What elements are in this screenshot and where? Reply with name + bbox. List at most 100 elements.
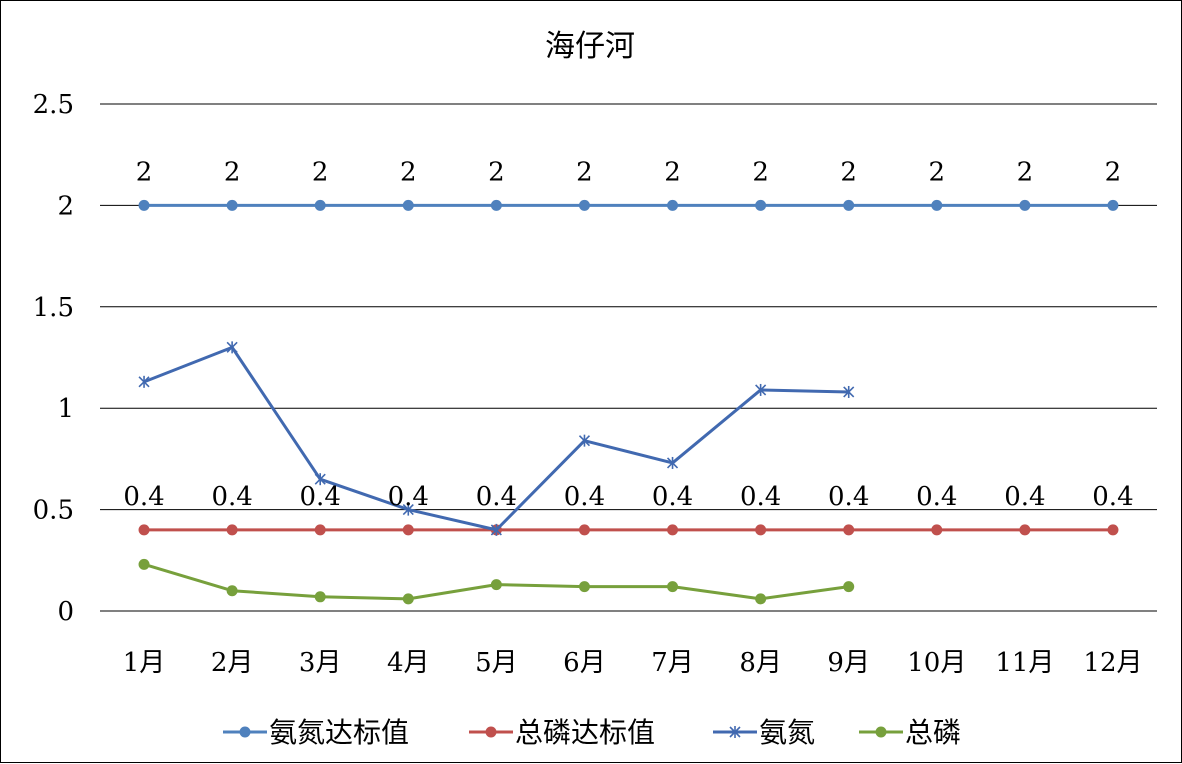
data-point <box>843 524 855 536</box>
data-label: 2 <box>576 157 593 187</box>
data-point <box>875 726 887 738</box>
x-tick-label: 10月 <box>907 648 966 678</box>
data-label: 0.4 <box>916 482 957 512</box>
data-point <box>578 581 590 593</box>
data-label: 2 <box>488 157 505 187</box>
data-point-star <box>755 383 767 396</box>
data-point <box>138 558 150 570</box>
legend-item: 总磷达标值 <box>469 716 655 749</box>
series-3 <box>138 341 855 536</box>
data-label: 0.4 <box>564 482 605 512</box>
data-point <box>490 199 502 211</box>
y-tick-label: 0 <box>57 597 74 627</box>
data-point <box>226 199 238 211</box>
data-point <box>755 524 767 536</box>
data-label: 2 <box>312 157 329 187</box>
series-2 <box>138 524 1119 536</box>
data-point <box>485 726 497 738</box>
y-tick-label: 1 <box>57 394 74 424</box>
x-tick-label: 11月 <box>995 648 1054 678</box>
data-point <box>314 199 326 211</box>
data-label: 0.4 <box>476 482 517 512</box>
data-point-star <box>843 385 855 398</box>
data-label: 2 <box>1017 157 1034 187</box>
data-label: 2 <box>1105 157 1122 187</box>
data-point-star <box>578 434 591 447</box>
series-1 <box>138 199 1119 211</box>
data-label: 2 <box>664 157 681 187</box>
data-point-star <box>729 726 741 738</box>
data-label: 0.4 <box>740 482 781 512</box>
data-point <box>755 199 767 211</box>
series-group <box>138 199 1119 605</box>
data-point <box>843 581 855 593</box>
legend-label: 总磷 <box>905 716 961 749</box>
data-point <box>226 585 238 597</box>
data-point <box>239 726 251 738</box>
data-point <box>667 524 679 536</box>
x-tick-label: 2月 <box>211 648 254 678</box>
data-labels: 2 2 2 2 2 2 2 2 2 2 2 2 0.4 0.4 0.4 0.4 0.4 0.4 0.4 0.4 0.4 0… <box>123 157 1133 511</box>
data-point-star <box>226 341 238 354</box>
x-tick-label: 12月 <box>1083 648 1142 678</box>
data-label: 0.4 <box>652 482 693 512</box>
data-point <box>667 581 679 593</box>
x-tick-label: 3月 <box>299 648 342 678</box>
y-tick-label: 1.5 <box>33 293 74 323</box>
data-label: 2 <box>929 157 946 187</box>
data-point <box>667 199 679 211</box>
data-label: 0.4 <box>123 482 164 512</box>
data-label: 0.4 <box>211 482 252 512</box>
data-point <box>578 199 590 211</box>
data-label: 0.4 <box>388 482 429 512</box>
x-tick-label: 1月 <box>123 648 166 678</box>
series-4 <box>138 558 855 605</box>
x-tick-label: 9月 <box>827 648 870 678</box>
data-point <box>1019 524 1031 536</box>
data-point <box>314 591 326 603</box>
y-tick-label: 2 <box>57 191 74 221</box>
legend-label: 氨氮 <box>759 716 815 749</box>
data-label: 2 <box>752 157 769 187</box>
chart-title: 海仔河 <box>545 29 635 64</box>
data-point <box>138 524 150 536</box>
data-point <box>226 524 238 536</box>
data-label: 0.4 <box>1092 482 1133 512</box>
legend-label: 氨氮达标值 <box>269 716 409 749</box>
data-point <box>402 593 414 605</box>
data-point <box>490 579 502 591</box>
legend-label: 总磷达标值 <box>515 716 655 749</box>
x-tick-label: 7月 <box>651 648 694 678</box>
data-point <box>843 199 855 211</box>
data-label: 2 <box>400 157 417 187</box>
data-point-star <box>490 523 502 536</box>
data-label: 2 <box>224 157 241 187</box>
x-tick-label: 5月 <box>475 648 518 678</box>
data-label: 0.4 <box>300 482 341 512</box>
y-axis: 0 0.5 1 1.5 2 2.5 <box>33 90 74 627</box>
y-tick-label: 0.5 <box>33 496 74 526</box>
data-label: 2 <box>840 157 857 187</box>
data-point <box>138 199 150 211</box>
data-point <box>1107 524 1119 536</box>
data-point <box>1107 199 1119 211</box>
data-point <box>755 593 767 605</box>
data-label: 2 <box>136 157 153 187</box>
legend-item: 总磷 <box>859 716 961 749</box>
legend: 氨氮达标值 总磷达标值 氨氮 总磷 <box>223 716 961 749</box>
data-point-star <box>402 503 414 516</box>
data-point-star <box>666 456 679 469</box>
x-tick-label: 6月 <box>563 648 606 678</box>
data-point <box>1019 199 1031 211</box>
x-tick-label: 8月 <box>739 648 782 678</box>
data-point-star <box>314 473 326 486</box>
x-axis: 1月 2月 3月 4月 5月 6月 7月 8月 9月 10月 11月 12月 <box>123 648 1143 678</box>
data-point <box>931 199 943 211</box>
data-point <box>402 524 414 536</box>
data-point-star <box>138 375 150 388</box>
data-point <box>931 524 943 536</box>
data-point <box>402 199 414 211</box>
data-label: 0.4 <box>828 482 869 512</box>
